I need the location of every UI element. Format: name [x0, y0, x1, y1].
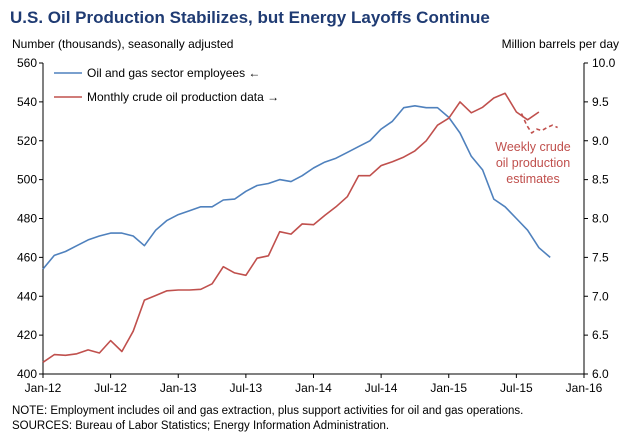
employees-series-line — [42, 105, 551, 270]
left-tick-label: 500 — [17, 173, 37, 187]
left-tick-label: 400 — [17, 367, 37, 381]
x-tick-label: Jan-15 — [430, 381, 467, 395]
right-axis-unit: Million barrels per day — [501, 37, 619, 51]
left-tick-label: 520 — [17, 134, 37, 148]
right-tick-label: 7.5 — [592, 250, 609, 264]
left-axis-unit: Number (thousands), seasonally adjusted — [12, 37, 234, 51]
monthly-production-series-line — [42, 92, 540, 363]
x-tick-label: Jan-12 — [25, 381, 62, 395]
weekly-estimates-annotation: Weekly crude — [495, 140, 571, 154]
right-tick-label: 8.0 — [592, 212, 609, 226]
x-tick-label: Jul-12 — [94, 381, 127, 395]
right-tick-label: 9.5 — [592, 95, 609, 109]
right-tick-label: 8.5 — [592, 173, 609, 187]
right-tick-label: 10.0 — [592, 56, 616, 70]
x-tick-label: Jan-16 — [566, 381, 603, 395]
x-tick-label: Jan-13 — [160, 381, 197, 395]
chart-title: U.S. Oil Production Stabilizes, but Ener… — [10, 8, 490, 27]
chart-note: NOTE: Employment includes oil and gas ex… — [12, 405, 524, 417]
x-tick-label: Jul-14 — [365, 381, 398, 395]
right-tick-label: 6.0 — [592, 367, 609, 381]
left-tick-label: 560 — [17, 56, 37, 70]
left-tick-label: 440 — [17, 289, 37, 303]
x-tick-label: Jul-13 — [230, 381, 263, 395]
x-tick-label: Jan-14 — [295, 381, 332, 395]
left-tick-label: 540 — [17, 95, 37, 109]
legend-production-label: Monthly crude oil production data → — [87, 90, 279, 104]
chart-sources: SOURCES: Bureau of Labor Statistics; Ene… — [12, 420, 390, 432]
right-tick-label: 6.5 — [592, 328, 609, 342]
weekly-estimates-annotation: oil production — [496, 156, 570, 170]
weekly-estimates-annotation: estimates — [506, 172, 560, 186]
right-tick-label: 7.0 — [592, 289, 609, 303]
x-tick-label: Jul-15 — [500, 381, 533, 395]
left-tick-label: 480 — [17, 212, 37, 226]
right-tick-label: 9.0 — [592, 134, 609, 148]
left-tick-label: 460 — [17, 250, 37, 264]
weekly-production-series-line — [520, 113, 558, 134]
left-tick-label: 420 — [17, 328, 37, 342]
legend-employees-label: Oil and gas sector employees ← — [87, 66, 260, 80]
